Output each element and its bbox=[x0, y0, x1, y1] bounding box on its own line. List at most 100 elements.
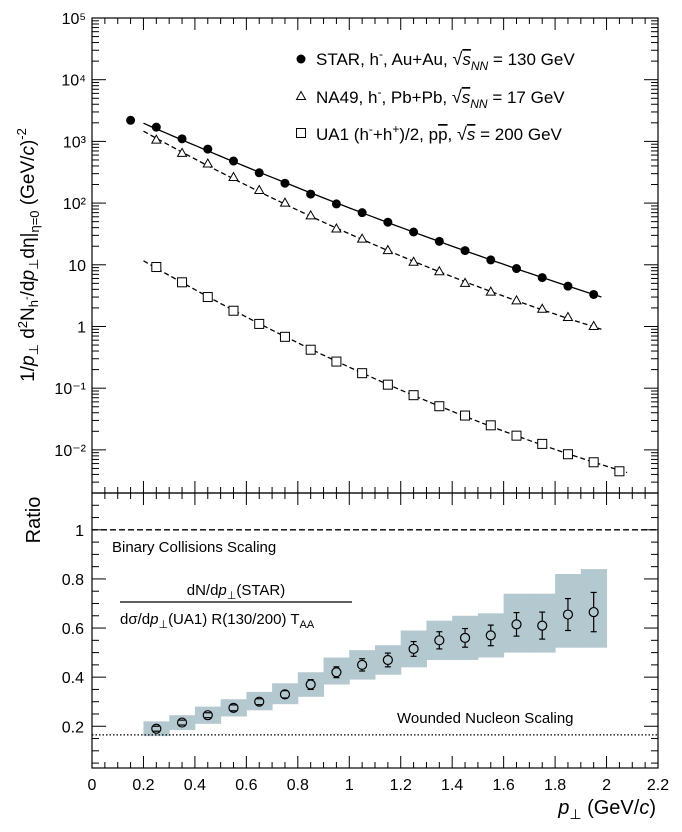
ratio-data-point bbox=[434, 635, 445, 646]
star-data-point bbox=[357, 208, 367, 218]
systematic-error-band bbox=[143, 721, 170, 737]
legend-na49-marker bbox=[295, 90, 307, 100]
star-data-point bbox=[563, 281, 573, 291]
systematic-error-band bbox=[529, 593, 556, 653]
ratio-y-tick-label: 0.4 bbox=[62, 670, 84, 687]
ratio-data-point bbox=[228, 702, 239, 713]
star-data-point bbox=[460, 246, 470, 256]
systematic-error-band bbox=[246, 691, 273, 711]
na49-data-point bbox=[588, 320, 600, 330]
ua1-data-point bbox=[588, 457, 599, 468]
systematic-error-band bbox=[580, 569, 608, 648]
y-tick-label: 10⁻¹ bbox=[54, 381, 86, 398]
wounded-nucleon-label: Wounded Nucleon Scaling bbox=[397, 710, 574, 727]
ua1-data-point bbox=[382, 379, 393, 390]
ua1-data-point bbox=[460, 410, 471, 421]
ratio-data-point bbox=[537, 620, 548, 631]
na49-data-point bbox=[433, 265, 445, 276]
star-data-point bbox=[409, 227, 419, 237]
star-data-point bbox=[306, 189, 316, 199]
ua1-data-point bbox=[331, 356, 342, 367]
y-tick-label: 10³ bbox=[63, 134, 87, 151]
star-data-point bbox=[486, 255, 496, 265]
y-tick-label: 10⁴ bbox=[61, 73, 86, 90]
x-tick-label: 1.8 bbox=[544, 777, 566, 794]
x-tick-label: 0 bbox=[88, 777, 97, 794]
top-axis-ticks: 10⁻² 10⁻¹ 1 10 10² 10³ 10⁴ 10⁵ bbox=[54, 11, 659, 494]
na49-data-point bbox=[511, 294, 522, 305]
systematic-error-band bbox=[426, 620, 453, 660]
na49-data-point bbox=[408, 256, 419, 266]
na49-data-point bbox=[331, 222, 342, 233]
ratio-data-point bbox=[202, 710, 213, 721]
systematic-error-band bbox=[555, 574, 582, 648]
ratio-formula: dN/dp⊥(STAR) dσ/dp⊥(UA1) R(130/200) TAA bbox=[120, 582, 352, 631]
x-tick-label: 1.6 bbox=[493, 777, 515, 794]
ua1-data-point bbox=[305, 344, 316, 355]
ratio-data-point bbox=[151, 723, 162, 734]
na49-data-point bbox=[305, 209, 317, 220]
na49-fit-line bbox=[143, 130, 602, 330]
systematic-error-band bbox=[220, 699, 247, 717]
systematic-error-band bbox=[400, 630, 427, 668]
ratio-formula-numerator: dN/dp⊥(STAR) bbox=[187, 582, 286, 602]
ua1-data-point bbox=[228, 305, 239, 316]
ratio-data-point bbox=[588, 606, 599, 618]
ratio-data-point bbox=[382, 654, 393, 666]
ratio-data-point bbox=[331, 667, 342, 678]
y-tick-label: 1 bbox=[77, 319, 86, 336]
systematic-error-band bbox=[452, 615, 479, 660]
legend: STAR, h-, Au+Au, √sNN = 130 GeV NA49, h-… bbox=[295, 47, 575, 144]
star-data-point bbox=[177, 134, 187, 144]
ratio-data-point bbox=[254, 696, 265, 707]
y-tick-label: 10² bbox=[63, 196, 87, 213]
bottom-plot-area bbox=[92, 529, 658, 737]
ratio-data-point bbox=[562, 609, 574, 620]
systematic-error-band bbox=[503, 593, 530, 653]
binary-collisions-label: Binary Collisions Scaling bbox=[112, 539, 276, 556]
ratio-data-point bbox=[176, 717, 188, 728]
na49-data-point bbox=[536, 303, 548, 313]
star-data-point bbox=[512, 264, 521, 274]
star-data-point bbox=[254, 168, 264, 178]
na49-data-point bbox=[228, 171, 239, 181]
ua1-data-point bbox=[511, 430, 522, 441]
na49-data-point bbox=[202, 157, 214, 168]
bottom-axis-ticks: 0.2 0.4 0.6 0.8 1 0 0.2 0.4 0.6 0.8 1 1.2 1.4 1.6 1.8 2… bbox=[62, 493, 669, 794]
y-tick-label: 10 bbox=[68, 258, 86, 275]
star-data-point bbox=[383, 217, 393, 227]
na49-data-point bbox=[279, 197, 291, 207]
systematic-error-band bbox=[169, 715, 196, 730]
star-data-point bbox=[434, 236, 444, 246]
y-tick-label: 10⁵ bbox=[62, 11, 86, 28]
na49-data-point bbox=[176, 147, 188, 157]
ua1-data-point bbox=[614, 466, 625, 477]
star-data-point bbox=[203, 144, 213, 154]
ua1-data-point bbox=[177, 277, 188, 288]
star-data-point bbox=[280, 178, 290, 188]
ratio-data-point bbox=[357, 659, 368, 670]
ratio-y-tick-label: 0.2 bbox=[62, 719, 84, 736]
na49-data-point bbox=[485, 286, 497, 296]
ua1-data-point bbox=[537, 438, 548, 449]
ratio-data-point bbox=[408, 643, 419, 655]
ua1-fit-line bbox=[143, 260, 628, 474]
legend-star-label: STAR, h-, Au+Au, √sNN = 130 GeV bbox=[316, 47, 575, 73]
na49-data-point bbox=[562, 311, 574, 321]
star-data-point bbox=[589, 289, 599, 299]
x-tick-label: 1.2 bbox=[390, 777, 412, 794]
systematic-error-band bbox=[194, 706, 222, 724]
na49-data-point bbox=[459, 277, 471, 287]
ua1-data-point bbox=[408, 390, 419, 401]
systematic-error-band bbox=[477, 613, 505, 658]
x-tick-label: 0.2 bbox=[132, 777, 154, 794]
ua1-data-point bbox=[485, 420, 496, 431]
star-data-point bbox=[229, 156, 238, 166]
legend-na49-label: NA49, h-, Pb+Pb, √sNN = 17 GeV bbox=[316, 85, 565, 111]
ua1-data-point bbox=[254, 318, 265, 329]
na49-data-point bbox=[356, 233, 368, 243]
ua1-data-point bbox=[151, 262, 162, 273]
ratio-formula-denominator: dσ/dp⊥(UA1) R(130/200) TAA bbox=[120, 611, 315, 631]
x-tick-label: 1.4 bbox=[441, 777, 463, 794]
